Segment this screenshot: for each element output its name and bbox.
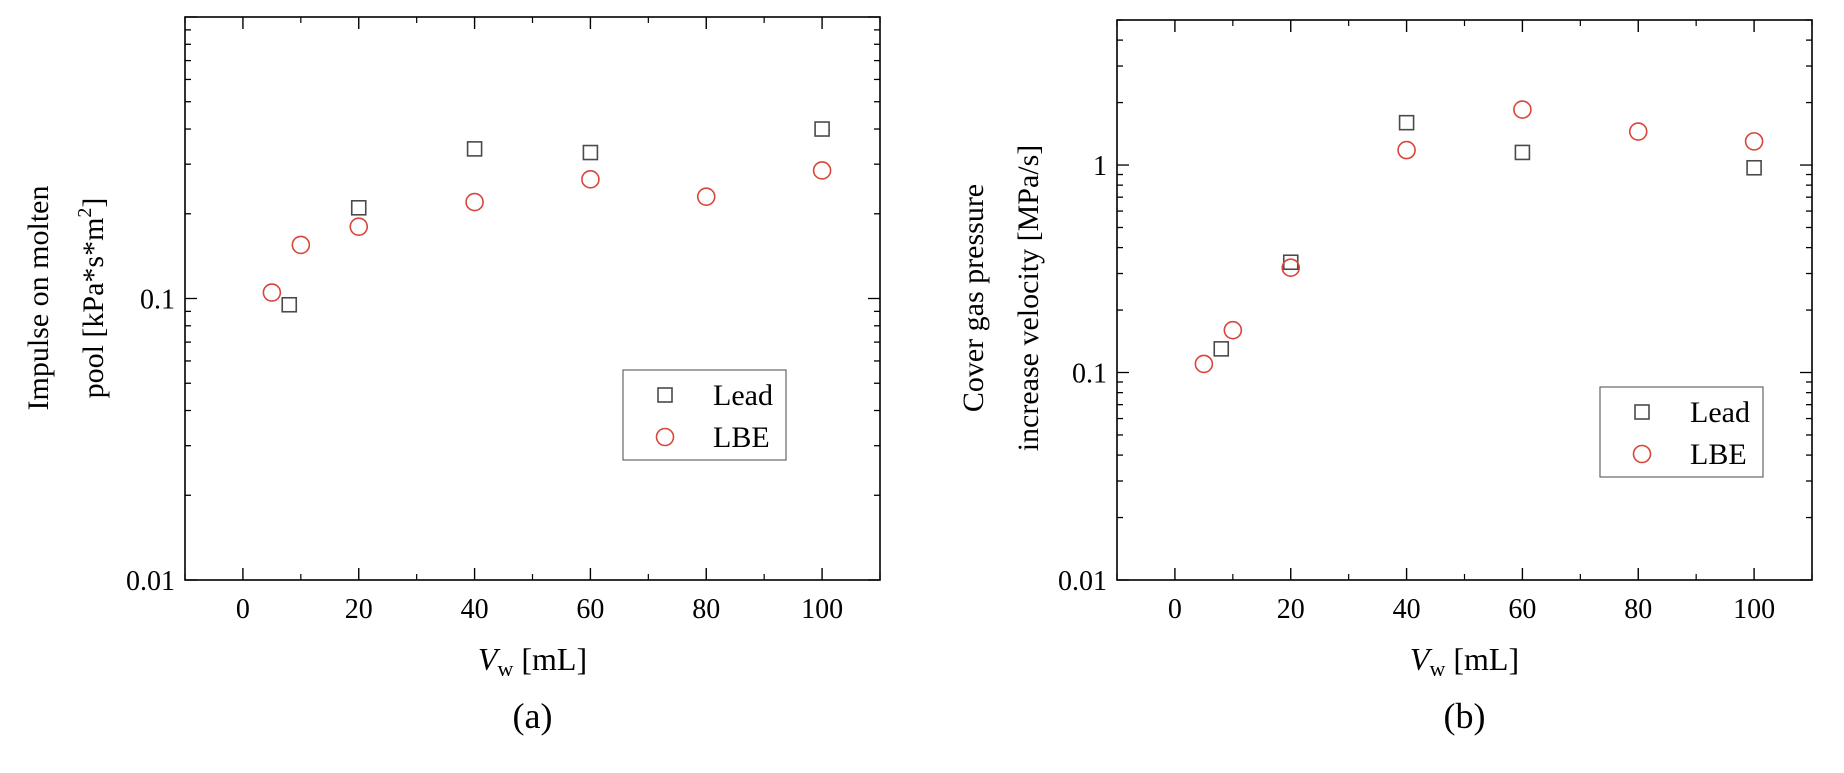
legend-label: LBE xyxy=(713,421,770,454)
y-tick-label: 1 xyxy=(1093,151,1107,182)
x-axis-label-unit: [mL] xyxy=(1445,641,1519,677)
y-axis-label: Impulse on molten pool [kPa*s*m2] xyxy=(22,186,110,411)
x-axis-label-sub: w xyxy=(497,656,513,681)
plot-frame xyxy=(1116,19,1813,581)
x-tick-label: 0 xyxy=(236,594,250,625)
y-tick-label: 0.1 xyxy=(140,285,175,316)
data-point-lead xyxy=(582,144,599,161)
data-point-lbe xyxy=(696,187,716,206)
y-tick-label: 0.01 xyxy=(126,566,175,597)
data-point-lbe xyxy=(1397,140,1416,160)
data-point-lbe xyxy=(1744,132,1764,151)
x-tick-label: 40 xyxy=(1393,594,1421,625)
y-axis-label-line: Impulse on molten xyxy=(22,186,55,411)
x-tick-label: 100 xyxy=(1733,594,1775,625)
data-point-lbe xyxy=(291,235,311,255)
data-point-lead xyxy=(1213,341,1230,357)
panel-label: (a) xyxy=(513,696,553,736)
legend-label: Lead xyxy=(1690,396,1750,429)
x-axis-label-unit: [mL] xyxy=(513,641,587,677)
series-lead xyxy=(281,121,830,313)
data-point-lbe xyxy=(349,217,369,236)
series-lbe xyxy=(262,161,832,302)
y-tick-label: 0.1 xyxy=(1072,359,1107,390)
x-tick-label: 80 xyxy=(1624,594,1652,625)
data-point-lbe xyxy=(1281,258,1301,278)
data-point-lead xyxy=(466,141,483,157)
data-point-lead xyxy=(1746,159,1762,176)
x-tick-label: 20 xyxy=(345,594,373,625)
x-axis-label: Vw [mL] xyxy=(1410,641,1519,681)
legend-marker-square xyxy=(657,387,673,403)
x-tick-label: 0 xyxy=(1168,594,1182,625)
y-axis-label: Cover gas pressure increase velocity [MPa… xyxy=(957,145,1045,452)
data-point-lbe xyxy=(1513,100,1532,119)
series-lbe xyxy=(1194,100,1764,374)
y-axis-label-line: increase velocity [MPa/s] xyxy=(1012,145,1045,452)
x-tick-label: 100 xyxy=(801,594,843,625)
x-axis-label: Vw [mL] xyxy=(478,641,587,681)
legend-box xyxy=(1599,386,1764,478)
x-axis-label-sub: w xyxy=(1429,656,1445,681)
legend-marker-circle xyxy=(655,427,675,447)
data-point-lbe xyxy=(1223,320,1243,340)
panel-label: (b) xyxy=(1444,696,1486,736)
x-tick-label: 60 xyxy=(1508,594,1536,625)
legend: Lead LBE xyxy=(1599,386,1764,478)
legend-marker-circle xyxy=(1632,444,1652,464)
x-tick-label: 40 xyxy=(461,594,489,625)
x-tick-label: 60 xyxy=(576,594,604,625)
x-tick-label: 80 xyxy=(692,594,720,625)
legend-box xyxy=(622,369,787,461)
y-axis-label-line: pool [kPa*s*m2] xyxy=(74,198,110,399)
data-point-lbe xyxy=(465,192,484,212)
legend-label: LBE xyxy=(1690,438,1747,471)
y-axis-label-sup: 2 xyxy=(74,208,96,218)
data-point-lead xyxy=(1514,144,1531,161)
data-point-lbe xyxy=(1194,354,1214,374)
data-point-lbe xyxy=(812,161,832,180)
data-point-lead xyxy=(1282,254,1299,271)
chart-panel-b: 0 20 40 60 80 100 0.01 0.1 1 Vw [mL] (b) Cover gas … xyxy=(957,19,1813,736)
x-axis-label-var: V xyxy=(478,641,501,677)
data-point-lead xyxy=(281,296,298,313)
series-lead xyxy=(1213,114,1762,357)
legend-label: Lead xyxy=(713,379,773,412)
data-point-lead xyxy=(1398,114,1415,131)
data-point-lbe xyxy=(581,170,600,189)
legend: Lead LBE xyxy=(622,369,787,461)
y-axis-label-part: ] xyxy=(77,198,110,208)
data-point-lbe xyxy=(262,283,282,302)
chart-panel-a: 0 20 40 60 80 100 0.01 0.1 Vw [mL] (a) Impulse on … xyxy=(22,16,881,736)
y-axis-label-line: Cover gas pressure xyxy=(957,184,990,412)
legend-marker-square xyxy=(1634,404,1650,420)
y-axis-label-part: pool [kPa*s*m xyxy=(77,218,110,399)
data-point-lead xyxy=(814,121,830,137)
x-axis-label-var: V xyxy=(1410,641,1433,677)
x-tick-label: 20 xyxy=(1277,594,1305,625)
y-tick-label: 0.01 xyxy=(1058,566,1107,597)
data-point-lbe xyxy=(1628,122,1648,141)
data-point-lead xyxy=(350,199,367,216)
